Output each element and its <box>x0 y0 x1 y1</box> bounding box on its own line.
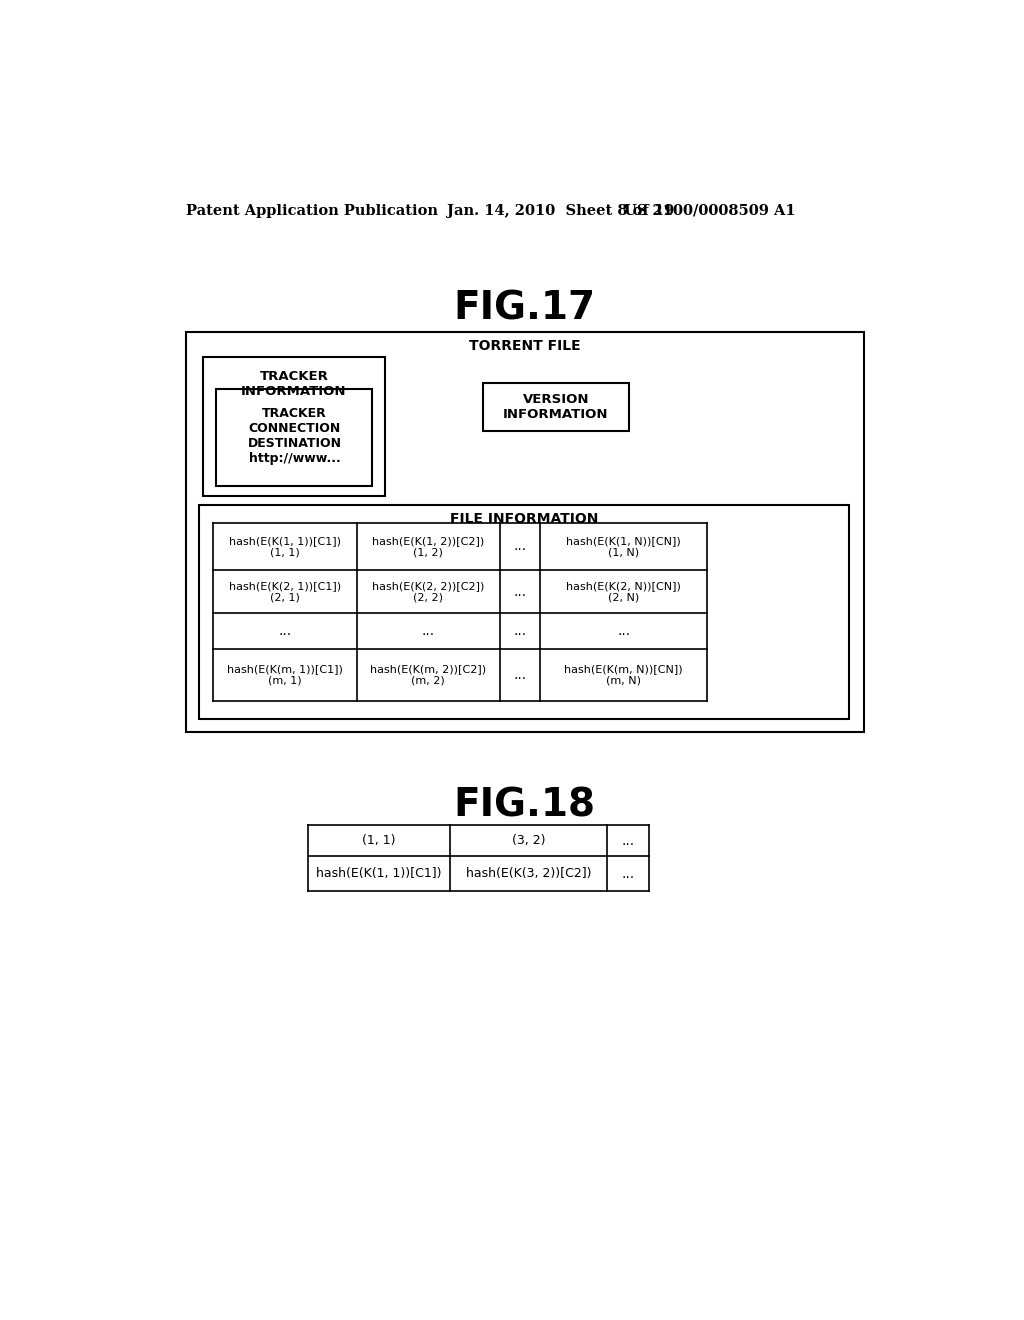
Text: hash(E(K(1, 1))[C1]): hash(E(K(1, 1))[C1]) <box>316 867 441 880</box>
Text: hash(E(K(2, 2))[C2])
(2, 2): hash(E(K(2, 2))[C2]) (2, 2) <box>372 581 484 602</box>
Text: US 2100/0008509 A1: US 2100/0008509 A1 <box>624 203 796 218</box>
Text: hash(E(K(2, N))[CN])
(2, N): hash(E(K(2, N))[CN]) (2, N) <box>566 581 681 602</box>
Text: VERSION
INFORMATION: VERSION INFORMATION <box>503 393 608 421</box>
Text: hash(E(K(1, 2))[C2])
(1, 2): hash(E(K(1, 2))[C2]) (1, 2) <box>372 536 484 557</box>
Text: ...: ... <box>279 624 292 638</box>
Text: ...: ... <box>514 668 526 682</box>
Text: hash(E(K(m, 2))[C2])
(m, 2): hash(E(K(m, 2))[C2]) (m, 2) <box>371 664 486 686</box>
Text: ...: ... <box>622 834 635 847</box>
Text: hash(E(K(1, N))[CN])
(1, N): hash(E(K(1, N))[CN]) (1, N) <box>566 536 681 557</box>
Text: ...: ... <box>514 624 526 638</box>
Text: hash(E(K(m, 1))[C1])
(m, 1): hash(E(K(m, 1))[C1]) (m, 1) <box>227 664 343 686</box>
Bar <box>483 383 629 430</box>
Text: ...: ... <box>422 624 435 638</box>
Bar <box>186 331 864 733</box>
Bar <box>203 358 385 496</box>
Text: Patent Application Publication: Patent Application Publication <box>186 203 438 218</box>
Text: ...: ... <box>514 540 526 553</box>
Text: TRACKER
CONNECTION
DESTINATION
http://www...: TRACKER CONNECTION DESTINATION http://ww… <box>248 407 342 465</box>
Text: FIG.18: FIG.18 <box>454 787 596 824</box>
Text: FIG.17: FIG.17 <box>454 289 596 327</box>
Text: ...: ... <box>617 624 630 638</box>
Text: hash(E(K(1, 1))[C1])
(1, 1): hash(E(K(1, 1))[C1]) (1, 1) <box>229 536 341 557</box>
Text: (1, 1): (1, 1) <box>361 834 395 847</box>
Text: hash(E(K(3, 2))[C2]): hash(E(K(3, 2))[C2]) <box>466 867 591 880</box>
Text: TORRENT FILE: TORRENT FILE <box>469 338 581 352</box>
Text: ...: ... <box>622 867 635 880</box>
Text: hash(E(K(2, 1))[C1])
(2, 1): hash(E(K(2, 1))[C1]) (2, 1) <box>229 581 341 602</box>
Text: hash(E(K(m, N))[CN])
(m, N): hash(E(K(m, N))[CN]) (m, N) <box>564 664 683 686</box>
Bar <box>216 389 372 486</box>
Text: TRACKER
INFORMATION: TRACKER INFORMATION <box>241 370 346 399</box>
Text: Jan. 14, 2010  Sheet 8 of 19: Jan. 14, 2010 Sheet 8 of 19 <box>447 203 675 218</box>
Text: (3, 2): (3, 2) <box>512 834 545 847</box>
Text: ...: ... <box>514 585 526 598</box>
Text: FILE INFORMATION: FILE INFORMATION <box>450 512 598 525</box>
Bar <box>200 506 849 719</box>
